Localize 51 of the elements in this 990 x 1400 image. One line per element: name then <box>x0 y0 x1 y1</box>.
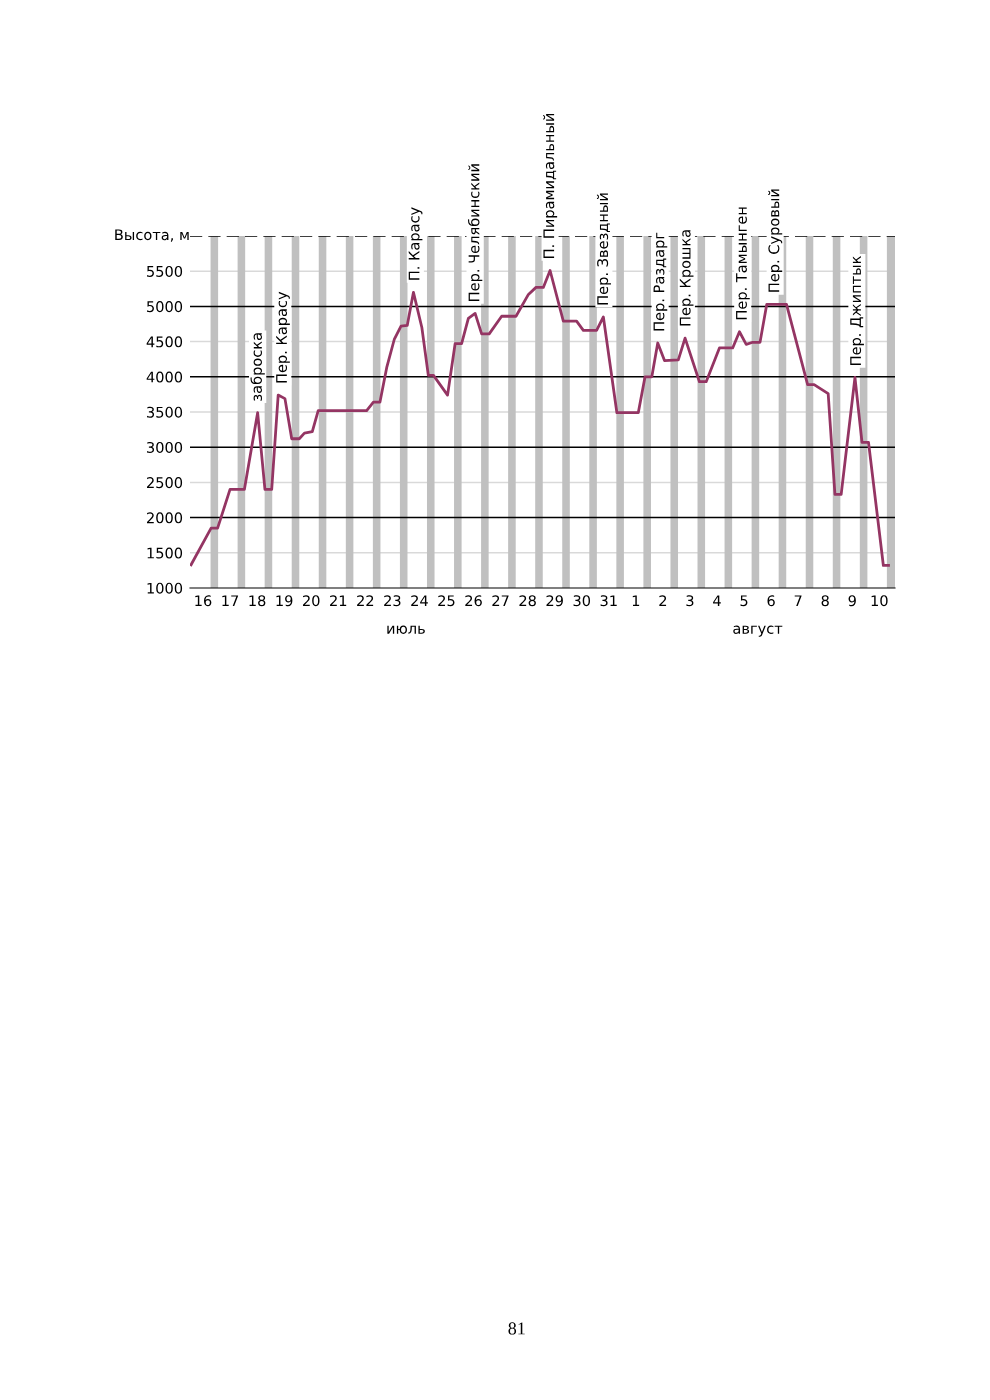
x-tick-label: 21 <box>330 595 347 607</box>
x-tick-label: 3 <box>686 595 694 607</box>
y-tick-label: 2500 <box>147 477 183 489</box>
x-tick-label: 17 <box>222 595 239 607</box>
annotation: П. Карасу <box>408 207 423 280</box>
x-tick-label: 1 <box>632 595 640 607</box>
annotation: заброска <box>250 333 265 401</box>
text: июль <box>387 625 425 634</box>
x-tick-label: 23 <box>384 595 401 607</box>
annotation: Пер. Джиптык <box>850 256 864 365</box>
annotation: П. Пирамидальный <box>543 113 558 258</box>
x-tick-label: 2 <box>659 595 667 607</box>
annotation: Пер. Челябинский <box>467 164 483 301</box>
x-tick-label: 4 <box>713 595 721 607</box>
x-tick-label: 25 <box>438 595 455 607</box>
annotation: Пер. Суровый <box>768 189 783 292</box>
x-tick-label: 31 <box>600 595 617 607</box>
x-tick-label: 8 <box>821 595 829 607</box>
x-tick-label: 6 <box>767 595 775 607</box>
x-tick-label: 29 <box>546 595 563 607</box>
x-tick-label: 19 <box>276 595 293 607</box>
y-axis-title: Высота, м <box>115 229 189 242</box>
x-tick-label: 24 <box>411 595 428 607</box>
x-tick-label: 10 <box>871 595 888 607</box>
x-tick-label: 27 <box>492 595 509 607</box>
y-tick-label: 3500 <box>147 406 183 418</box>
text: 81 <box>508 1322 525 1335</box>
annotation: Пер. Тамынген <box>736 207 750 320</box>
annotation: Пер. Звездный <box>596 193 611 305</box>
x-tick-label: 26 <box>465 595 482 607</box>
x-tick-label: 28 <box>519 595 536 607</box>
text: август <box>733 625 783 637</box>
x-tick-label: 5 <box>740 595 748 607</box>
x-tick-label: 9 <box>848 595 856 607</box>
annotation: Пер. Карасу <box>276 291 290 383</box>
x-tick-label: 18 <box>249 595 266 607</box>
y-tick-label: 4000 <box>146 371 183 383</box>
x-tick-label: 16 <box>195 595 212 607</box>
annotation: Пер. Крошка <box>679 230 694 326</box>
y-tick-label: 5500 <box>147 265 183 277</box>
y-tick-label: 2000 <box>147 512 183 524</box>
y-tick-label: 1500 <box>147 547 183 559</box>
y-tick-label: 1000 <box>147 582 183 594</box>
annotation: Пер. Раздарг <box>653 232 668 331</box>
x-tick-label: 30 <box>573 595 591 607</box>
y-tick-label: 3000 <box>147 441 183 453</box>
x-tick-label: 22 <box>357 595 374 607</box>
x-tick-label: 20 <box>302 595 320 607</box>
y-tick-label: 5000 <box>147 301 183 313</box>
x-tick-label: 7 <box>794 595 802 607</box>
y-tick-label: 4500 <box>146 336 183 348</box>
